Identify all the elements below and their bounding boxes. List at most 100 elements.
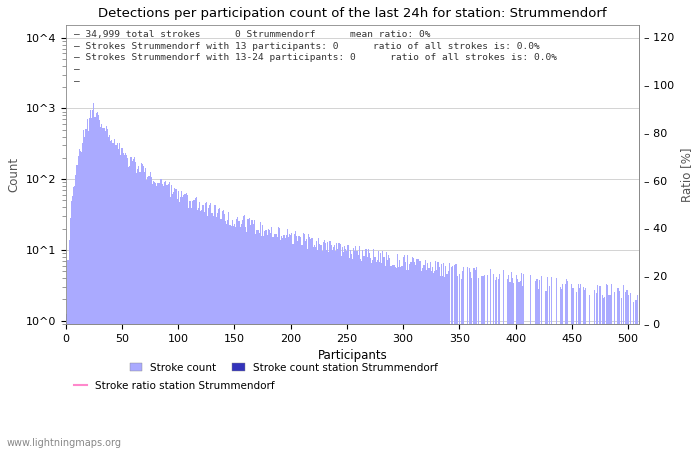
Bar xyxy=(198,208,199,450)
Bar xyxy=(109,135,110,450)
Bar xyxy=(246,231,247,450)
Bar xyxy=(236,219,237,450)
Bar xyxy=(141,164,143,450)
Bar xyxy=(250,225,251,450)
Bar xyxy=(438,261,439,450)
Bar xyxy=(315,247,316,450)
Bar xyxy=(325,243,326,450)
Bar xyxy=(276,237,278,450)
Bar xyxy=(404,255,405,450)
Bar xyxy=(471,278,472,450)
Bar xyxy=(343,252,344,450)
Bar xyxy=(127,158,128,450)
Legend: Stroke ratio station Strummendorf: Stroke ratio station Strummendorf xyxy=(70,377,279,395)
Bar xyxy=(139,172,141,450)
Bar xyxy=(451,267,452,450)
Bar xyxy=(374,257,376,450)
Bar xyxy=(214,205,215,450)
Bar xyxy=(122,153,124,450)
Bar xyxy=(174,188,176,450)
Bar xyxy=(66,314,67,450)
Bar xyxy=(147,177,148,450)
Bar xyxy=(282,238,284,450)
Bar xyxy=(614,292,615,450)
Bar xyxy=(89,117,90,450)
Bar xyxy=(248,218,250,450)
Bar xyxy=(487,275,488,450)
Bar xyxy=(173,192,174,450)
Bar xyxy=(352,259,353,450)
Bar xyxy=(94,117,95,450)
Bar xyxy=(369,252,370,450)
Bar xyxy=(218,209,219,450)
Bar xyxy=(579,288,580,450)
Bar xyxy=(99,120,100,450)
Bar xyxy=(314,245,315,450)
Bar xyxy=(337,249,339,450)
Title: Detections per participation count of the last 24h for station: Strummendorf: Detections per participation count of th… xyxy=(98,7,607,20)
Bar xyxy=(467,267,468,450)
Bar xyxy=(152,184,153,450)
Bar xyxy=(307,249,308,450)
Bar xyxy=(295,231,296,450)
Bar xyxy=(230,226,232,450)
Bar xyxy=(380,253,382,450)
Bar xyxy=(371,263,372,450)
Bar xyxy=(256,230,258,450)
Bar xyxy=(443,263,444,450)
Bar xyxy=(377,260,378,450)
Bar xyxy=(350,250,351,450)
Bar xyxy=(287,230,288,450)
Bar xyxy=(278,227,279,450)
Bar xyxy=(530,274,531,450)
Bar xyxy=(207,216,208,450)
Bar xyxy=(286,235,287,450)
Bar xyxy=(482,276,484,450)
Bar xyxy=(393,265,395,450)
Bar xyxy=(271,227,272,450)
Bar xyxy=(98,115,99,450)
Bar xyxy=(111,140,113,450)
Bar xyxy=(551,277,552,450)
Bar xyxy=(545,291,547,450)
Bar xyxy=(262,225,263,450)
Bar xyxy=(279,229,280,450)
Bar xyxy=(78,149,80,450)
Bar xyxy=(102,127,104,450)
X-axis label: Participants: Participants xyxy=(318,349,387,362)
Bar xyxy=(163,186,164,450)
Bar xyxy=(433,273,434,450)
Bar xyxy=(281,236,282,450)
Bar xyxy=(124,155,125,450)
Bar xyxy=(445,266,447,450)
Bar xyxy=(495,279,496,450)
Bar xyxy=(156,186,158,450)
Bar xyxy=(128,167,130,450)
Bar xyxy=(462,271,463,450)
Bar xyxy=(373,249,374,450)
Bar xyxy=(80,151,81,450)
Bar xyxy=(580,284,582,450)
Bar xyxy=(434,271,435,450)
Bar xyxy=(604,297,605,450)
Bar xyxy=(233,226,234,450)
Bar xyxy=(379,262,380,450)
Bar xyxy=(167,184,169,450)
Bar xyxy=(232,220,233,450)
Bar xyxy=(274,234,276,450)
Bar xyxy=(172,194,173,450)
Bar xyxy=(176,199,178,450)
Bar xyxy=(425,261,426,450)
Bar xyxy=(362,250,363,450)
Bar xyxy=(321,251,323,450)
Bar xyxy=(412,257,413,450)
Bar xyxy=(245,227,246,450)
Bar xyxy=(252,220,253,450)
Bar xyxy=(67,260,69,450)
Bar xyxy=(107,129,108,450)
Bar xyxy=(304,241,306,450)
Bar xyxy=(74,186,76,450)
Y-axis label: Count: Count xyxy=(7,157,20,192)
Y-axis label: Ratio [%]: Ratio [%] xyxy=(680,147,693,202)
Bar xyxy=(407,255,408,450)
